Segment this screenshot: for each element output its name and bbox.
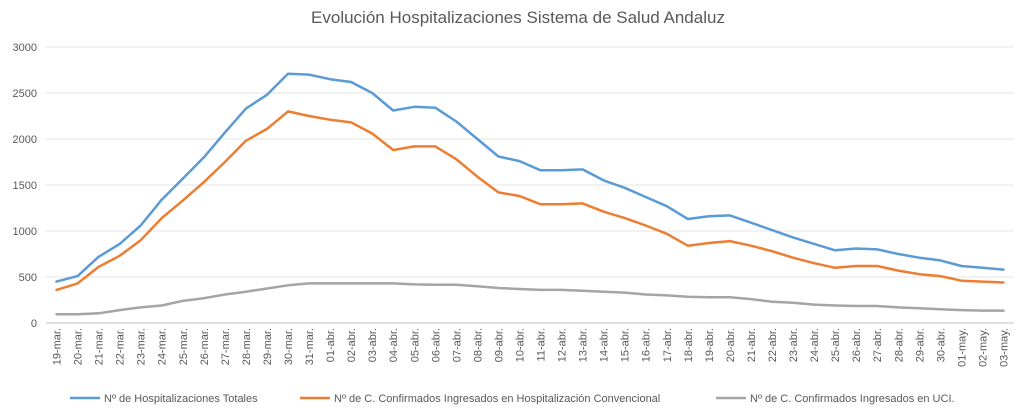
x-tick-label: 26-mar. <box>199 328 211 365</box>
x-tick-label: 24-abr. <box>809 328 821 362</box>
series-lines <box>55 72 1005 316</box>
x-tick-label: 07-abr. <box>451 328 463 362</box>
x-tick-label: 01-abr. <box>325 328 337 362</box>
y-tick-label: 3000 <box>13 42 37 54</box>
x-tick-label: 21-abr. <box>746 328 758 362</box>
x-tick-label: 09-abr. <box>493 328 505 362</box>
x-tick-label: 14-abr. <box>599 328 611 362</box>
series-line-1 <box>55 72 1005 283</box>
x-tick-label: 08-abr. <box>472 328 484 362</box>
x-tick-label: 06-abr. <box>430 328 442 362</box>
legend-label-1: Nº de Hospitalizaciones Totales <box>104 393 258 405</box>
chart-title: Evolución Hospitalizaciones Sistema de S… <box>311 8 725 27</box>
x-tick-label: 18-abr. <box>683 328 695 362</box>
x-tick-label: 19-mar. <box>52 328 64 365</box>
x-tick-label: 11-abr. <box>536 328 548 361</box>
series-line-3 <box>55 282 1005 316</box>
x-tick-label: 15-abr. <box>620 328 632 362</box>
x-tick-label: 23-abr. <box>788 328 800 362</box>
x-tick-label: 25-abr. <box>830 328 842 362</box>
x-tick-label: 17-abr. <box>662 328 674 362</box>
x-tick-label: 29-mar. <box>262 328 274 365</box>
x-tick-label: 05-abr. <box>409 328 421 362</box>
x-tick-label: 04-abr. <box>388 328 400 362</box>
x-tick-label: 24-mar. <box>157 328 169 365</box>
series-line-2 <box>55 110 1005 292</box>
x-tick-label: 22-mar. <box>115 328 127 365</box>
x-tick-label: 22-abr. <box>767 328 779 362</box>
x-tick-label: 28-mar. <box>241 328 253 365</box>
y-tick-label: 1500 <box>13 180 37 192</box>
x-tick-label: 25-mar. <box>178 328 190 365</box>
x-tick-label: 20-mar. <box>73 328 85 365</box>
x-tick-label: 27-abr. <box>872 328 884 362</box>
x-tick-label: 30-abr. <box>935 328 947 362</box>
x-tick-label: 10-abr. <box>514 328 526 362</box>
x-tick-label: 27-mar. <box>220 328 232 365</box>
x-axis-ticks: 19-mar. 20-mar. 21-mar. 22-mar. 23-mar. 24-ma… <box>52 328 1011 367</box>
x-tick-label: 19-abr. <box>704 328 716 362</box>
y-tick-label: 1000 <box>13 226 37 238</box>
legend: Nº de Hospitalizaciones Totales Nº de C. … <box>70 393 955 405</box>
x-tick-label: 21-mar. <box>94 328 106 365</box>
legend-label-3: Nº de C. Confirmados Ingresados en UCI. <box>750 393 955 405</box>
legend-label-2: Nº de C. Confirmados Ingresados en Hospi… <box>334 393 660 405</box>
x-tick-label: 02-abr. <box>346 328 358 362</box>
x-tick-label: 28-abr. <box>893 328 905 362</box>
y-axis-ticks: 0 500 1000 1500 2000 2500 3000 <box>13 42 37 330</box>
x-tick-label: 26-abr. <box>851 328 863 362</box>
x-tick-label: 02-may. <box>977 328 989 367</box>
x-tick-label: 31-mar. <box>304 328 316 365</box>
gridlines <box>46 46 1014 324</box>
x-tick-label: 03-abr. <box>367 328 379 362</box>
y-tick-label: 2500 <box>13 88 37 100</box>
y-tick-label: 2000 <box>13 134 37 146</box>
x-tick-label: 30-mar. <box>283 328 295 365</box>
x-tick-label: 13-abr. <box>578 328 590 362</box>
x-tick-label: 20-abr. <box>725 328 737 362</box>
y-tick-label: 0 <box>31 318 37 330</box>
x-tick-label: 01-may. <box>956 328 968 367</box>
x-tick-label: 03-may. <box>998 328 1010 367</box>
x-tick-label: 29-abr. <box>914 328 926 362</box>
x-tick-label: 23-mar. <box>136 328 148 365</box>
y-tick-label: 500 <box>19 272 37 284</box>
x-tick-label: 12-abr. <box>557 328 569 362</box>
x-tick-label: 16-abr. <box>641 328 653 362</box>
